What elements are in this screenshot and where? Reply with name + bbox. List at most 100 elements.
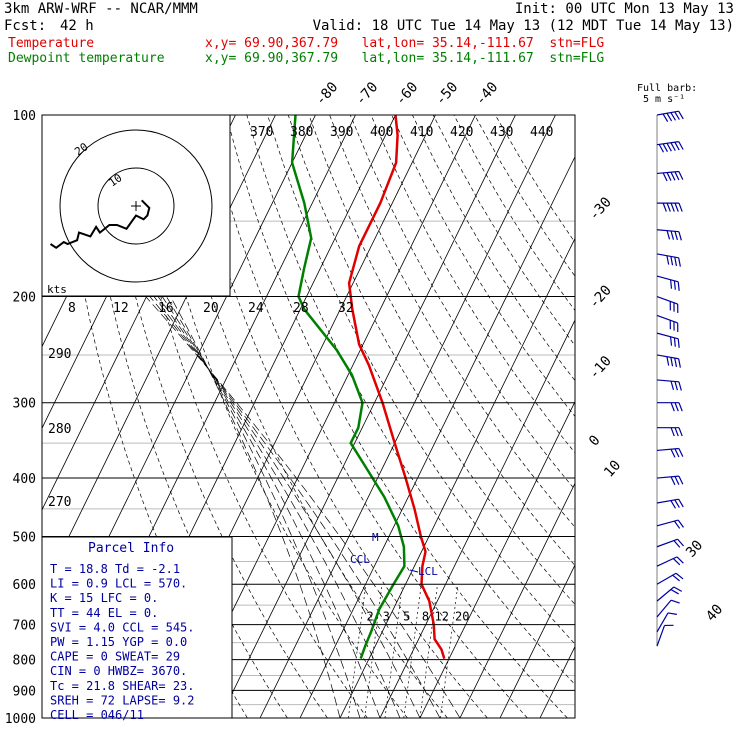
wind-barb-flag <box>670 142 676 151</box>
marker-label-m: M <box>372 531 379 544</box>
wind-barb <box>657 427 683 437</box>
wind-barb-flag <box>666 230 671 240</box>
wind-barb-flag <box>670 357 674 367</box>
mixing-ratio-label: 12 <box>435 610 449 624</box>
theta-label: 440 <box>530 125 553 140</box>
wind-barb-flag <box>666 255 670 265</box>
wind-barb <box>657 202 683 212</box>
wind-barb-flag <box>666 202 671 212</box>
wind-barb <box>656 354 681 368</box>
theta-label: 420 <box>450 125 473 140</box>
wind-barb-flag <box>678 498 684 508</box>
wind-barb-flag <box>674 111 680 120</box>
wind-barb-flag <box>674 402 679 412</box>
wind-barb-flag <box>677 538 685 547</box>
dry-adiabat <box>412 115 575 382</box>
theta-label: 380 <box>290 125 313 140</box>
wind-barb-shaft <box>656 332 679 340</box>
wind-barb <box>656 624 674 647</box>
forecast-hour: 42 h <box>60 18 94 34</box>
dry-adiabat <box>101 115 328 718</box>
dry-adiabat <box>205 115 528 718</box>
parcel-title: Parcel Info <box>88 541 174 556</box>
pressure-label: 700 <box>13 619 36 634</box>
pressure-label: 800 <box>13 654 36 669</box>
dry-adiabat <box>391 115 575 418</box>
wind-barb-shaft <box>656 379 679 383</box>
barb-legend-title: Full barb: <box>637 83 698 94</box>
isotherm-line <box>219 115 516 718</box>
theta-label: 410 <box>410 125 433 140</box>
wind-barb-flag <box>674 231 678 241</box>
wind-barb-flag <box>678 381 682 391</box>
wind-barb-flag <box>674 171 680 181</box>
wind-barb-flag <box>678 171 684 180</box>
legend-temperature-label: Temperature <box>8 36 95 51</box>
parcel-row: TT = 44 EL = 0. <box>50 606 158 620</box>
isotherm-line <box>419 400 575 718</box>
wind-barb <box>656 586 682 602</box>
isotherm-label: 40 <box>703 601 726 624</box>
sounding-line-dewpoint <box>290 115 406 660</box>
parcel-row: CAPE = 0 SWEAT= 29 <box>50 650 180 664</box>
wind-barb-flag <box>674 202 679 212</box>
moist-adiabat <box>149 296 441 718</box>
isotherm-line <box>379 319 575 718</box>
wind-barb-flag <box>676 556 684 564</box>
wind-barb-flag <box>678 141 684 150</box>
wind-barb <box>656 447 684 458</box>
wind-barb-flag <box>670 112 676 121</box>
wind-barb-flag <box>670 279 673 289</box>
legend-temperature-info: x,y= 69.90,367.79 lat,lon= 35.14,-111.67… <box>205 36 605 51</box>
wind-barb-flag <box>670 448 676 458</box>
isotherm-label: -70 <box>353 79 382 109</box>
wind-barb <box>656 498 684 509</box>
wind-barb-flag <box>670 599 680 604</box>
hodograph-trace <box>49 199 151 250</box>
marker-label-lcl: LCL <box>418 565 438 578</box>
wind-barb-flag <box>678 358 681 368</box>
wind-barb <box>656 556 684 567</box>
wind-barb-flag <box>670 589 679 595</box>
dry-adiabat <box>432 115 575 347</box>
isotherm-label: -20 <box>586 282 615 312</box>
isotherm-line <box>539 645 575 718</box>
dry-adiabat <box>184 115 488 718</box>
isotherm-line <box>259 115 556 718</box>
wind-barb <box>656 519 684 529</box>
pressure-label: 300 <box>13 397 36 412</box>
barb-legend-unit: 5 m s⁻¹ <box>643 94 686 105</box>
theta-label: 430 <box>490 125 513 140</box>
isotherm-label: -80 <box>313 79 342 109</box>
hodograph-ring-20 <box>59 129 213 283</box>
wind-barb-shaft <box>656 229 679 233</box>
wind-barb-flag <box>662 113 669 122</box>
wind-barb <box>656 379 682 391</box>
plot-frame <box>41 114 576 719</box>
theta-label: 290 <box>48 347 71 362</box>
wind-barb-flag <box>666 356 670 366</box>
parcel-info-box <box>41 536 233 719</box>
hodo-speed-label: 16 <box>158 301 174 316</box>
mixing-ratio-label: 20 <box>455 610 469 624</box>
wind-barb-flag <box>673 586 682 592</box>
theta-label: 390 <box>330 125 353 140</box>
mixing-ratio-line <box>364 584 383 718</box>
wind-barb-flag <box>674 141 680 151</box>
wind-barb <box>656 229 682 241</box>
dry-adiabat <box>142 115 408 718</box>
marker-label-ccl: CCL <box>350 553 370 566</box>
theta-label: 280 <box>48 422 71 437</box>
wind-barb <box>656 612 677 633</box>
sounding-line-temperature <box>347 115 446 659</box>
wind-barb-flag <box>670 476 676 486</box>
parcel-row: CELL = 046/11 <box>50 708 144 722</box>
wind-barb-flag <box>670 336 673 346</box>
isotherm-line <box>339 237 575 718</box>
wind-barb-shaft <box>656 538 678 548</box>
hodograph-inset <box>41 114 231 297</box>
wind-barb-flag <box>670 202 675 212</box>
wind-barb-flag <box>674 499 680 508</box>
